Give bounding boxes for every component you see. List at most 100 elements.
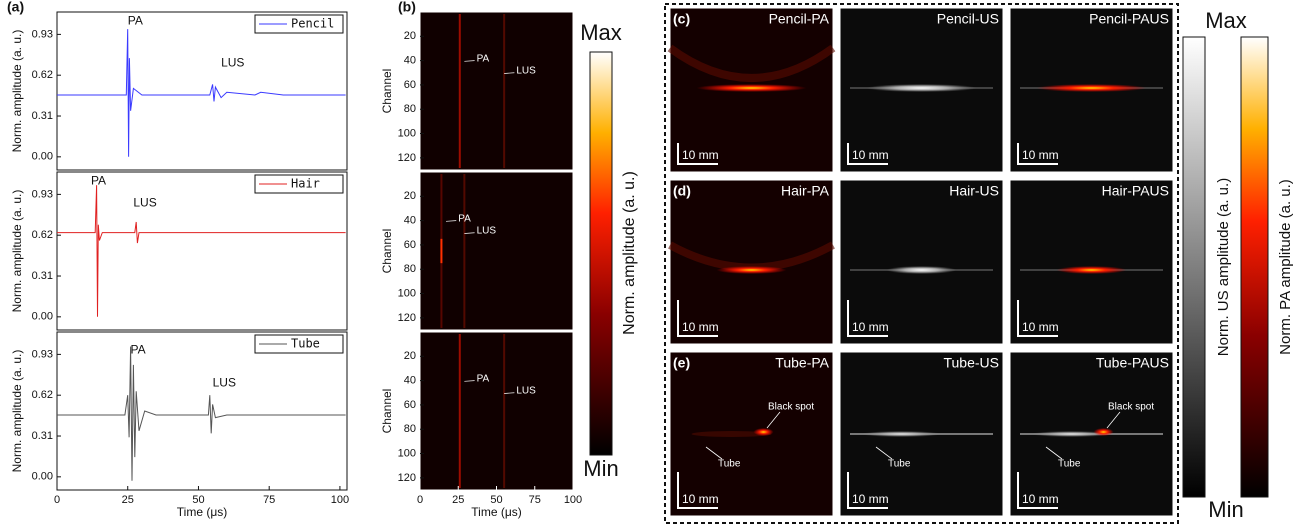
annotation: LUS: [133, 196, 156, 210]
annotation: LUS: [213, 375, 236, 389]
image-title: Tube-PA: [775, 355, 829, 371]
y-tick-label: 100: [398, 127, 416, 139]
tube-label: Tube: [1058, 459, 1081, 470]
max-label: Max: [1205, 8, 1247, 33]
image-title: Tube-US: [943, 355, 999, 371]
annotation: PA: [131, 343, 146, 357]
scale-bar: [847, 143, 888, 165]
y-tick-label: 0.00: [32, 471, 53, 483]
annotation-arrow: [445, 220, 457, 222]
spot-arrow: [766, 411, 781, 429]
colorbar-min: Min: [583, 456, 618, 481]
spot-label: Black spot: [768, 402, 814, 413]
y-tick-label: 0.31: [32, 430, 53, 442]
scale-bar-label: 10 mm: [682, 320, 719, 334]
scale-bar: [847, 472, 888, 509]
colorbar-max: Max: [580, 20, 622, 45]
annotation: LUS: [516, 65, 536, 76]
spot-arrow: [1106, 411, 1121, 429]
signal-line: [57, 346, 346, 481]
min-label: Min: [1208, 497, 1243, 522]
scale-bar: [1017, 300, 1058, 337]
tube-glow: [1031, 431, 1112, 437]
tube-glow: [861, 431, 942, 437]
image-panel: [1009, 179, 1174, 345]
colorbar-label: Norm. amplitude (a. u.): [621, 171, 638, 335]
scale-bar-label: 10 mm: [682, 148, 719, 162]
y-axis-label: Channel: [380, 229, 394, 274]
colorbar: [589, 51, 613, 456]
annotation-arrow: [464, 60, 475, 62]
y-tick-label: 100: [398, 447, 416, 459]
plot-frame: [56, 171, 348, 331]
scale-bar-label: 10 mm: [1022, 492, 1059, 506]
heatmap-bg: [419, 331, 574, 491]
annotation-arrow: [504, 72, 515, 74]
annotation-arrow: [464, 232, 475, 234]
spot-glow: [753, 428, 774, 436]
annotation: LUS: [221, 55, 244, 69]
y-tick-label: 120: [398, 152, 416, 164]
x-tick-label: 25: [452, 494, 464, 506]
tube-label: Tube: [718, 459, 741, 470]
x-tick-label: 25: [122, 494, 134, 506]
y-tick-label: 0.31: [32, 110, 53, 122]
x-tick-label: 75: [263, 494, 275, 506]
image-title: Hair-US: [949, 183, 999, 199]
panel-label: (d): [673, 183, 691, 199]
y-tick-label: 0.93: [32, 348, 53, 360]
y-tick-label: 0.00: [32, 311, 53, 323]
y-tick-label: 100: [398, 287, 416, 299]
scale-bar-label: 10 mm: [682, 492, 719, 506]
y-tick-label: 20: [404, 350, 416, 362]
y-tick-label: 0.93: [32, 188, 53, 200]
panel-label: (c): [673, 11, 690, 27]
legend-label: Tube: [291, 337, 320, 351]
signal-line: [57, 29, 346, 157]
scale-bar: [677, 143, 718, 165]
image-title: Tube-PAUS: [1096, 355, 1169, 371]
panel-label: (b): [398, 0, 416, 15]
scale-bar-label: 10 mm: [852, 320, 889, 334]
x-tick-label: 0: [54, 494, 60, 506]
scale-bar: [1017, 143, 1058, 165]
y-axis-label: Channel: [380, 389, 394, 434]
target-glow: [716, 266, 787, 274]
heatmap-bg: [419, 171, 574, 331]
scale-bar-label: 10 mm: [852, 148, 889, 162]
x-tick-label: 0: [417, 494, 423, 506]
annotation: PA: [128, 13, 143, 27]
annotation: PA: [91, 173, 106, 187]
y-tick-label: 120: [398, 312, 416, 324]
annotation: PA: [477, 53, 490, 64]
y-tick-label: 40: [404, 375, 416, 387]
legend-box: [254, 14, 344, 34]
us-colorbar: [1182, 36, 1206, 498]
y-tick-label: 0.93: [32, 28, 53, 40]
plot-frame: [56, 11, 348, 171]
pa-colorbar-label: Norm. PA amplitude (a. u.): [1277, 179, 1294, 355]
scale-bar: [677, 300, 718, 337]
y-tick-label: 80: [404, 423, 416, 435]
y-tick-label: 120: [398, 472, 416, 484]
scale-bar-label: 10 mm: [1022, 320, 1059, 334]
annotation: PA: [477, 373, 490, 384]
annotation-arrow: [464, 380, 475, 382]
y-axis-label: Norm. amplitude (a. u.): [10, 350, 24, 473]
panel-label: (e): [673, 355, 690, 371]
y-axis-label: Channel: [380, 69, 394, 114]
legend-label: Hair: [291, 177, 320, 191]
scale-bar: [1017, 472, 1058, 509]
image-title: Hair-PA: [781, 183, 830, 199]
x-axis-label: Time (μs): [471, 505, 521, 519]
y-axis-label: Norm. amplitude (a. u.): [10, 30, 24, 153]
x-axis-label: Time (μs): [177, 505, 227, 519]
y-tick-label: 0.62: [32, 69, 53, 81]
pa-colorbar: [1240, 36, 1269, 498]
target-glow: [696, 84, 807, 92]
y-tick-label: 0.00: [32, 151, 53, 163]
dashed-frame: [664, 3, 1179, 524]
signal-line: [57, 185, 346, 317]
plot-frame: [56, 331, 348, 491]
